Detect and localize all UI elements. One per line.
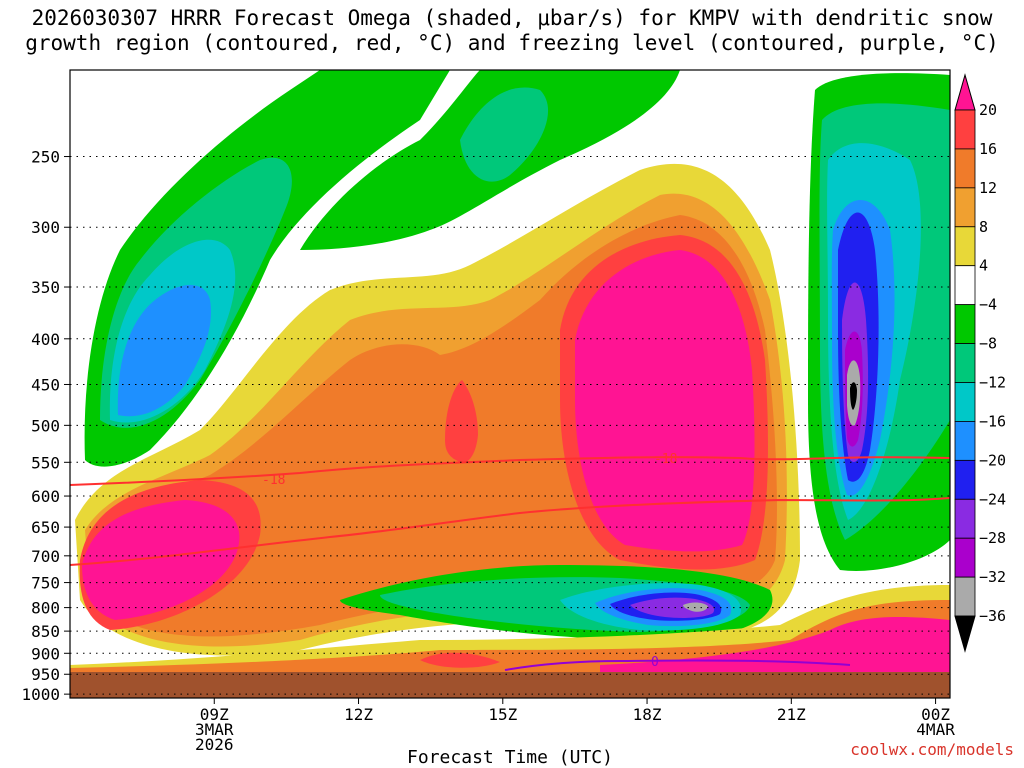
xtick-label-24-1: 4MAR [916,720,955,739]
colorbar-label-2: 12 [979,179,997,197]
colorbar-swatch-13 [954,576,976,617]
ytick-label-950: 950 [31,665,60,684]
colorbar-swatch-6 [954,304,976,344]
ytick-label-600: 600 [31,487,60,506]
freezing-level-contour [504,659,851,671]
ytick-label-1000: 1000 [21,685,60,704]
xtick-label-9-0: 09Z [200,705,229,724]
colorbar-swatch-7 [954,343,976,383]
ytick-label-500: 500 [31,416,60,435]
ytick-label-450: 450 [31,375,60,394]
xtick-label-24-0: 00Z [921,705,950,724]
colorbar-swatch-2 [954,148,976,189]
ytick-label-750: 750 [31,574,60,593]
colorbar-label-9: −20 [979,451,1006,469]
dendritic-label-1: -18 [262,473,285,488]
colorbar: 20 16 12 8 4 −4 −8 −12 −16 −20 −24 −28 −32 −36 [954,73,1006,653]
colorbar-label-5: −4 [979,296,997,314]
x-axis-label: Forecast Time (UTC) [407,747,613,768]
colorbar-label-12: −32 [979,568,1006,586]
ytick-label-300: 300 [31,218,60,237]
plot-area [70,70,950,698]
colorbar-cap-top [954,73,976,111]
colorbar-label-13: −36 [979,607,1006,625]
colorbar-label-4: 4 [979,257,988,275]
colorbar-label-7: −12 [979,374,1006,392]
colorbar-label-3: 8 [979,218,988,236]
colorbar-label-11: −28 [979,529,1006,547]
omega-region-blue-ul [117,285,211,417]
omega-region-red-2 [445,380,478,463]
ytick-label-700: 700 [31,547,60,566]
omega-region-magenta-2 [82,500,240,620]
colorbar-swatch-5 [954,265,976,306]
dendritic-contour-lower [70,497,950,566]
omega-region-red-low [420,652,500,668]
colorbar-swatch-8 [954,382,976,422]
xtick-label-12-0: 12Z [344,705,373,724]
omega-region-black-right [850,382,857,410]
colorbar-swatch-3 [954,187,976,228]
chart-title: 2026030307 HRRR Forecast Omega (shaded, … [0,6,1024,56]
colorbar-label-0: 20 [979,101,997,119]
omega-region-magenta-1 [575,250,755,552]
ytick-label-550: 550 [31,453,60,472]
omega-region-gray-mid [683,602,708,612]
xtick-label-18-0: 18Z [633,705,662,724]
dendritic-label-2: -18 [654,452,677,467]
colorbar-swatch-4 [954,226,976,267]
ytick-label-800: 800 [31,599,60,618]
colorbar-swatch-12 [954,537,976,578]
ytick-label-650: 650 [31,518,60,537]
ytick-label-400: 400 [31,330,60,349]
xtick-label-9-1: 3MAR [195,720,234,739]
colorbar-swatch-10 [954,459,976,500]
colorbar-label-8: −16 [979,412,1006,430]
freezing-label: 0 [651,655,659,670]
title-line-2: growth region (contoured, red, °C) and f… [25,31,999,55]
xtick-label-9-2: 2026 [195,735,234,754]
colorbar-label-1: 16 [979,140,997,158]
terrain-band [70,672,950,698]
ytick-label-850: 850 [31,622,60,641]
dendritic-contour-upper [70,456,950,486]
colorbar-swatch-11 [954,498,976,539]
colorbar-swatch-9 [954,421,976,461]
xtick-label-15-0: 15Z [488,705,517,724]
omega-region-teal-top [460,87,549,182]
y-axis: 250 300 350 400 450 500 550 600 650 700 750 800 850 9… [21,148,70,704]
colorbar-swatch-1 [954,109,976,150]
ytick-label-900: 900 [31,644,60,663]
ytick-label-350: 350 [31,278,60,297]
colorbar-label-10: −24 [979,490,1006,508]
ytick-label-250: 250 [31,148,60,167]
credit-text: coolwx.com/models [850,740,1014,759]
colorbar-label-6: −8 [979,335,997,353]
title-line-1: 2026030307 HRRR Forecast Omega (shaded, … [31,6,993,30]
xtick-label-21-0: 21Z [777,705,806,724]
colorbar-cap-bottom [954,615,976,653]
